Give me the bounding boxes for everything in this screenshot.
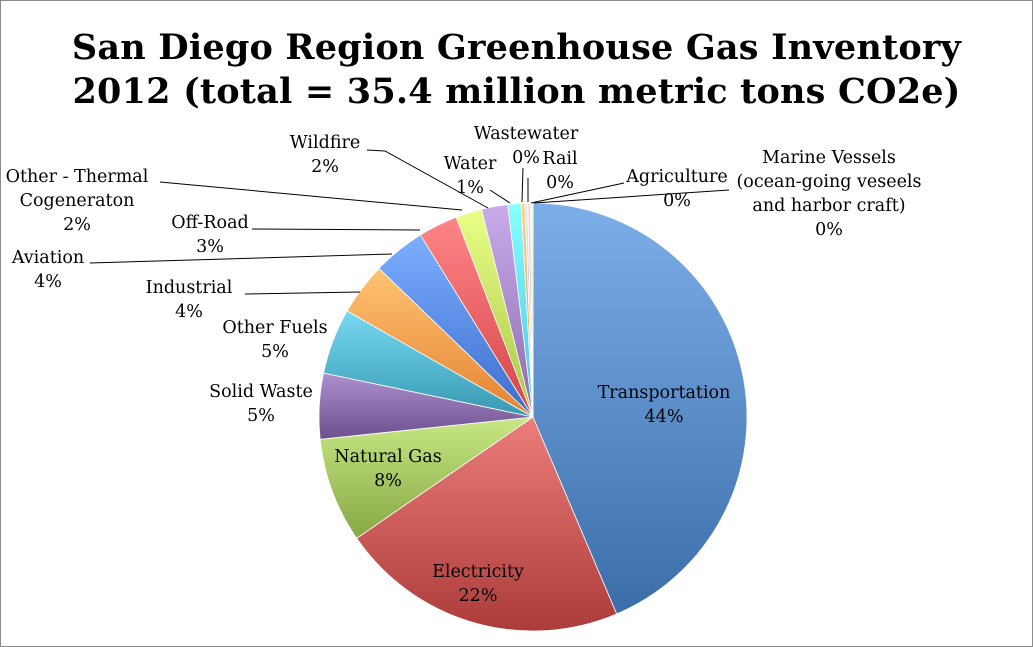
slice-percent-label-natural-gas: 8% — [374, 471, 402, 491]
slice-name-label-off-road: Off-Road — [171, 213, 248, 233]
slice-name-label-other-thermal-cogeneraton-line-2: Cogeneraton — [20, 191, 135, 211]
leader-line-wastewater — [521, 167, 524, 203]
slice-name-label-other-fuels: Other Fuels — [222, 318, 327, 338]
pie-slice-transportation — [532, 202, 748, 615]
slice-percent-label-agriculture: 0% — [663, 191, 691, 211]
slice-name-label-water: Water — [444, 154, 497, 174]
slice-name-label-marine-vessels-ocean-going-veseels-and-harbor-craft-line-2: (ocean-going veseels — [736, 172, 921, 192]
leader-line-other-thermal-cogeneraton — [159, 181, 463, 211]
slice-percent-label-wastewater: 0% — [512, 148, 540, 168]
slice-percent-label-other-fuels: 5% — [261, 342, 289, 362]
leader-line-water — [489, 189, 511, 204]
slice-name-label-natural-gas: Natural Gas — [334, 447, 441, 467]
leader-line-marine-vessels-ocean-going-veseels-and-harbor-craft — [533, 189, 730, 204]
slice-name-label-agriculture: Agriculture — [625, 167, 728, 187]
slice-name-label-marine-vessels-ocean-going-veseels-and-harbor-craft-line-1: Marine Vessels — [762, 148, 896, 168]
slice-percent-label-electricity: 22% — [459, 586, 498, 606]
slice-percent-label-rail: 0% — [546, 173, 574, 193]
leader-line-aviation — [89, 253, 393, 264]
slice-name-label-wildfire: Wildfire — [290, 133, 360, 153]
slice-percent-label-transportation: 44% — [645, 407, 684, 427]
slice-percent-label-solid-waste: 5% — [247, 406, 275, 426]
slice-name-label-other-thermal-cogeneraton-line-1: Other - Thermal — [6, 167, 149, 187]
leader-line-wildfire — [366, 149, 489, 209]
slice-percent-label-off-road: 3% — [196, 237, 224, 257]
slice-percent-label-aviation: 4% — [34, 272, 62, 292]
slice-name-label-industrial: Industrial — [146, 278, 233, 298]
chart-title-line-1: San Diego Region Greenhouse Gas Inventor… — [71, 27, 962, 68]
pie-slice-natural-gas — [319, 416, 534, 539]
slice-name-label-wastewater: Wastewater — [474, 124, 579, 144]
chart-title-line-2: 2012 (total = 35.4 million metric tons C… — [72, 71, 961, 112]
slice-percent-label-industrial: 4% — [175, 302, 203, 322]
slice-percent-label-marine-vessels-ocean-going-veseels-and-harbor-craft: 0% — [815, 220, 843, 240]
slice-name-label-marine-vessels-ocean-going-veseels-and-harbor-craft-line-3: and harbor craft) — [752, 196, 905, 216]
leader-line-off-road — [251, 228, 421, 231]
slice-name-label-transportation: Transportation — [598, 383, 731, 403]
slice-name-label-aviation: Aviation — [11, 248, 84, 268]
slice-name-label-solid-waste: Solid Waste — [209, 382, 313, 402]
slice-percent-label-wildfire: 2% — [311, 157, 339, 177]
leader-line-industrial — [244, 291, 361, 295]
slice-name-label-electricity: Electricity — [432, 562, 524, 582]
pie-slice-electricity — [356, 416, 618, 632]
slice-percent-label-water: 1% — [456, 178, 484, 198]
slice-name-label-rail: Rail — [542, 149, 578, 169]
leader-line-agriculture — [530, 182, 625, 204]
slice-percent-label-other-thermal-cogeneraton: 2% — [63, 215, 91, 235]
